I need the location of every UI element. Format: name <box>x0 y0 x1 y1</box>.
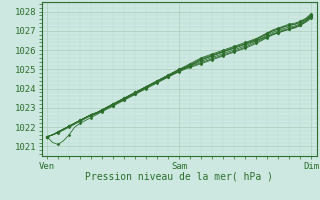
X-axis label: Pression niveau de la mer( hPa ): Pression niveau de la mer( hPa ) <box>85 172 273 182</box>
